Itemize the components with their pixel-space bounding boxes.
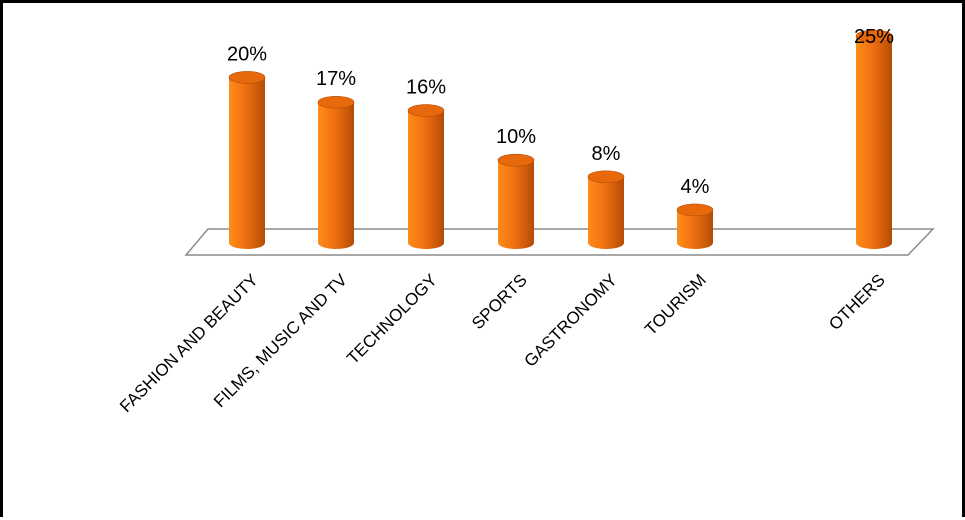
bar-top: [497, 153, 535, 167]
bar: [676, 203, 714, 249]
value-label: 17%: [316, 68, 356, 90]
value-label: 4%: [681, 176, 710, 198]
bar-group: [228, 29, 893, 250]
category-label: TOURISM: [641, 270, 710, 339]
bar-top: [317, 95, 355, 109]
value-label: 16%: [406, 77, 446, 99]
value-label-group: 20% 17% 16% 10% 8% 4% 25%: [227, 26, 894, 198]
bar-top: [228, 71, 266, 84]
bar-top: [855, 29, 893, 43]
bar-top: [676, 203, 714, 217]
chart-floor: [184, 228, 935, 256]
bar-body: [588, 176, 624, 249]
value-label: 8%: [592, 143, 621, 165]
value-label: 10%: [496, 126, 536, 148]
column-chart: 20% 17% 16% 10% 8% 4% 25% FASHION AND BEAUTYFI…: [116, 26, 935, 416]
value-label: 20%: [227, 43, 267, 65]
bar-top: [587, 170, 625, 184]
category-label: OTHERS: [825, 270, 889, 334]
bar-body: [498, 160, 534, 249]
bar-body: [856, 36, 892, 249]
category-label: SPORTS: [468, 270, 531, 333]
bar: [587, 170, 625, 249]
bar: [497, 153, 535, 249]
bar-body: [229, 77, 265, 250]
bar: [855, 29, 893, 249]
bar: [407, 104, 445, 250]
bar: [228, 71, 266, 250]
bar: [317, 95, 355, 250]
value-label: 25%: [854, 26, 894, 48]
bar-body: [318, 102, 354, 250]
category-label: GASTRONOMY: [521, 270, 621, 370]
category-label: TECHNOLOGY: [343, 270, 441, 368]
bar-top: [407, 104, 445, 117]
bar-body: [677, 209, 713, 249]
bar-body: [408, 110, 444, 250]
